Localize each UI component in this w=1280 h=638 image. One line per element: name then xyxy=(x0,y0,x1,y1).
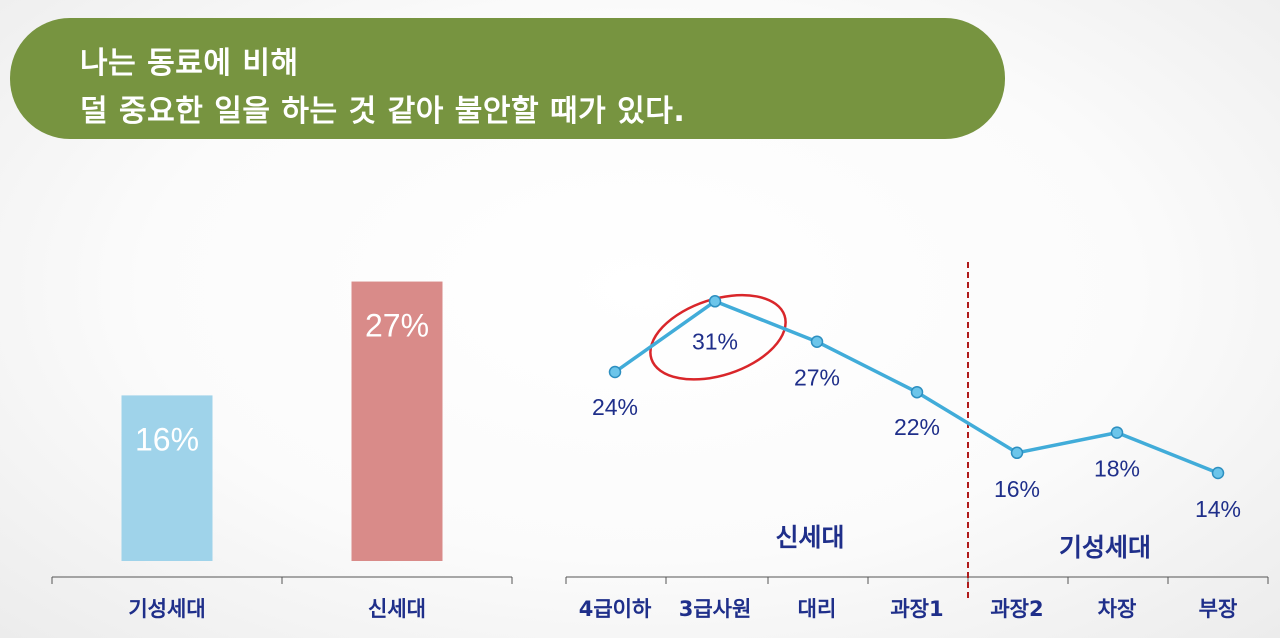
point-value-label: 27% xyxy=(794,365,840,391)
bar-1 xyxy=(121,395,213,561)
bar-value-label: 16% xyxy=(135,421,199,457)
point-value-label: 31% xyxy=(692,328,738,354)
point-value-label: 16% xyxy=(994,476,1040,502)
title-banner xyxy=(10,18,1005,139)
data-point xyxy=(1010,446,1024,460)
line-category-label: 3급사원 xyxy=(679,597,752,621)
line-category-label: 부장 xyxy=(1199,597,1238,621)
bar-category-label: 기성세대 xyxy=(128,597,205,621)
title-line-2: 덜 중요한 일을 하는 것 같아 불안할 때가 있다. xyxy=(80,94,686,129)
bar-value-label: 27% xyxy=(365,308,429,344)
data-point xyxy=(608,365,622,379)
line-category-label: 과장1 xyxy=(890,597,943,621)
group-label-new-gen: 신세대 xyxy=(775,523,844,552)
data-point xyxy=(708,295,722,308)
point-value-label: 14% xyxy=(1195,496,1241,522)
data-point xyxy=(1110,426,1124,439)
title-line-1: 나는 동료에 비해 xyxy=(80,46,299,81)
bar-2 xyxy=(351,281,443,561)
group-label-old-gen: 기성세대 xyxy=(1059,533,1151,562)
line-category-label: 차장 xyxy=(1098,597,1137,621)
line-category-label: 과장2 xyxy=(990,597,1043,621)
point-value-label: 18% xyxy=(1094,456,1140,482)
bar-category-label: 신세대 xyxy=(368,597,426,621)
line-category-label: 4급이하 xyxy=(579,597,652,621)
point-value-label: 22% xyxy=(894,414,940,440)
highlight-circle xyxy=(649,293,787,381)
point-value-label: 24% xyxy=(592,394,638,420)
line-category-label: 대리 xyxy=(798,597,837,621)
data-point xyxy=(810,335,824,348)
data-point xyxy=(1211,466,1225,480)
data-point xyxy=(910,385,924,399)
